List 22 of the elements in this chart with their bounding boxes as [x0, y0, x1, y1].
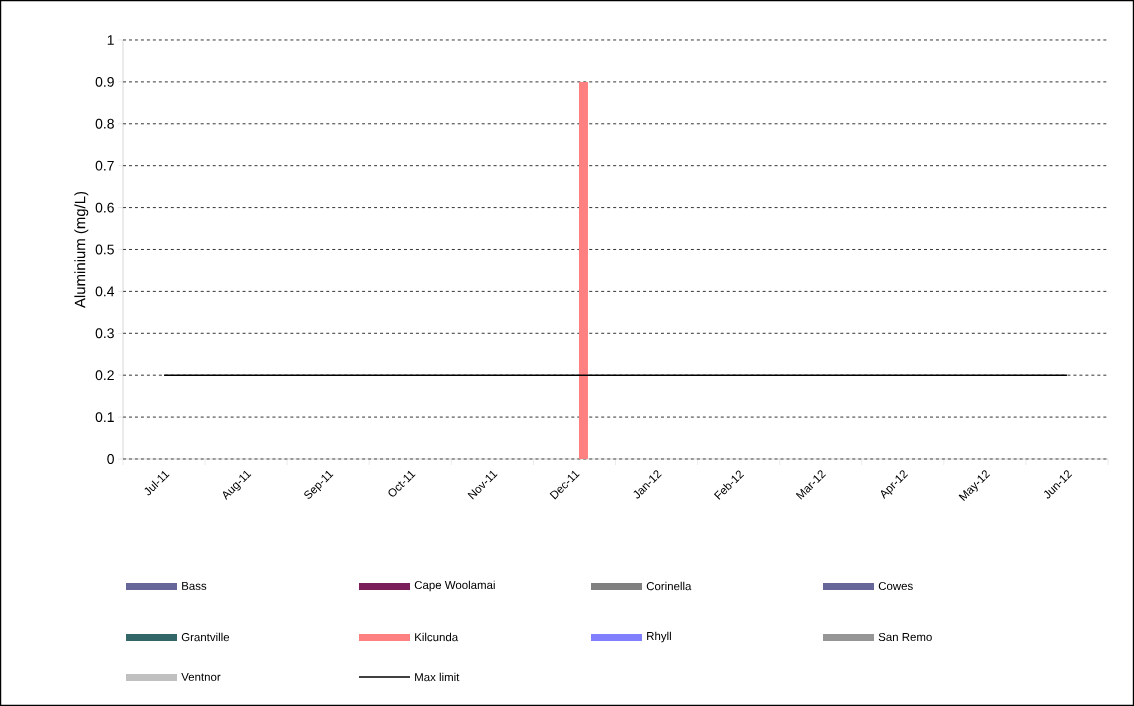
legend-label: Kilcunda: [415, 632, 459, 642]
legend-label: Cowes: [878, 581, 913, 591]
y-tick-label: 0.3: [95, 328, 114, 339]
legend-label: Rhyll: [647, 631, 671, 643]
y-tick-label: 0.7: [95, 160, 114, 171]
y-tick-label: 0.6: [95, 202, 114, 213]
y-tick-label: 1: [107, 35, 114, 45]
legend-label: Ventnor: [181, 672, 221, 681]
legend-label: Bass: [182, 582, 207, 590]
y-tick-label: 0.2: [95, 370, 114, 381]
y-tick-label: 0.9: [95, 76, 114, 87]
legend-label: Corinella: [646, 581, 692, 591]
y-tick-label: 0.8: [95, 118, 114, 129]
y-axis-title: Aluminium (mg/L): [74, 191, 89, 308]
legend-label: Max limit: [415, 672, 460, 682]
y-tick-label: 0.4: [95, 286, 115, 297]
y-tick-label: 0.5: [95, 244, 114, 255]
legend-label: Cape Woolamai: [414, 580, 495, 592]
legend-label: Grantville: [181, 632, 230, 642]
y-tick-label: 0.1: [95, 412, 114, 423]
y-tick-label: 0: [107, 454, 114, 464]
legend-label: San Remo: [878, 632, 932, 642]
